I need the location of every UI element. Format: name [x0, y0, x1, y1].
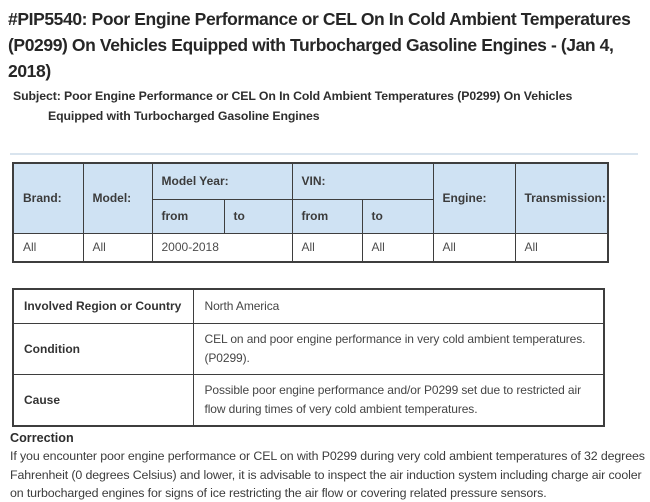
condition-value-cell: CEL on and poor engine performance in ve…	[192, 322, 605, 375]
model-year-to-subheader-cell: to	[223, 198, 293, 234]
vehicle-applicability-table: Brand: Model: Model Year: VIN: Engine: T…	[12, 162, 610, 263]
vin-to-value-cell: All	[361, 232, 434, 263]
cause-value-cell: Possible poor engine performance and/or …	[192, 373, 605, 427]
model-year-from-subheader-cell: from	[151, 198, 225, 234]
vin-from-subheader-cell: from	[291, 198, 363, 234]
subject-text: Poor Engine Performance or CEL On In Col…	[48, 89, 573, 123]
model-year-header-cell: Model Year:	[151, 162, 293, 200]
engine-value-cell: All	[432, 232, 516, 263]
subject-label: Subject:	[13, 89, 61, 103]
model-header-cell: Model:	[82, 162, 153, 234]
correction-heading: Correction	[10, 431, 74, 445]
transmission-header-cell: Transmission:	[514, 162, 609, 234]
bulletin-document: #PIP5540: Poor Engine Performance or CEL…	[0, 6, 650, 502]
correction-paragraph: If you encounter poor engine performance…	[10, 449, 645, 500]
issue-details-table: Involved Region or Country North America…	[12, 288, 605, 427]
subject-line: Subject: Poor Engine Performance or CEL …	[13, 86, 591, 126]
condition-label-cell: Condition	[12, 322, 194, 375]
table-row: Involved Region or Country North America	[12, 288, 605, 324]
page-title: #PIP5540: Poor Engine Performance or CEL…	[8, 9, 631, 81]
table-row: Condition CEL on and poor engine perform…	[12, 322, 605, 375]
region-label-cell: Involved Region or Country	[12, 288, 194, 324]
brand-header-cell: Brand:	[12, 162, 84, 234]
vin-from-value-cell: All	[291, 232, 363, 263]
section-divider	[10, 153, 638, 155]
model-year-value-cell: 2000-2018	[151, 232, 293, 263]
vehicle-data-row: All All 2000-2018 All All All All	[12, 232, 609, 263]
region-value-cell: North America	[192, 288, 605, 324]
cause-label-cell: Cause	[12, 373, 194, 427]
table-row: Cause Possible poor engine performance a…	[12, 373, 605, 427]
vin-header-cell: VIN:	[291, 162, 434, 200]
engine-header-cell: Engine:	[432, 162, 516, 234]
brand-value-cell: All	[12, 232, 84, 263]
vin-to-subheader-cell: to	[361, 198, 434, 234]
model-value-cell: All	[82, 232, 153, 263]
transmission-value-cell: All	[514, 232, 609, 263]
